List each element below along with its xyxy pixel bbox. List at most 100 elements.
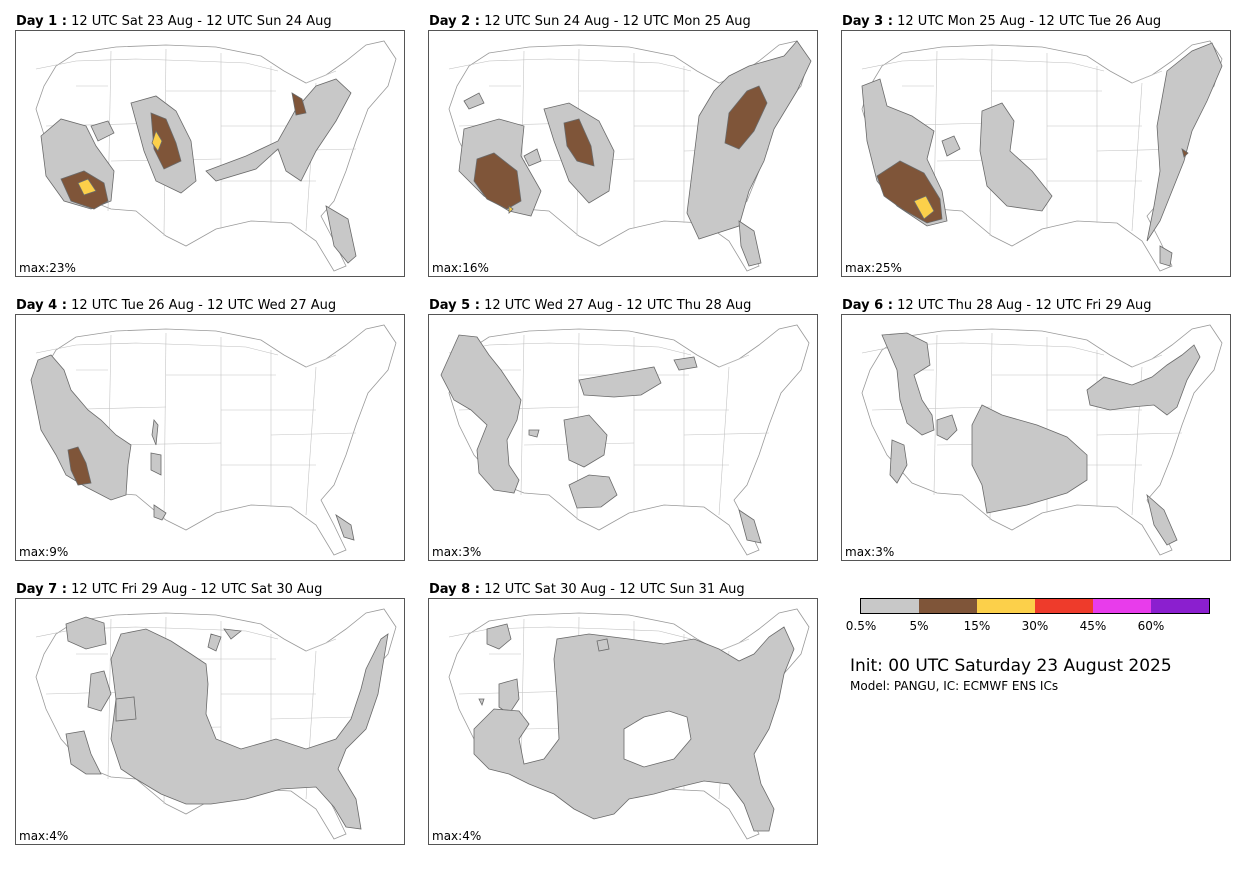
probability-region-gray: [90, 120, 115, 142]
panel-title: Day 7 : 12 UTC Fri 29 Aug - 12 UTC Sat 3…: [16, 582, 322, 598]
probability-region-gray: [971, 404, 1088, 514]
panel-day-2: Day 2 : 12 UTC Sun 24 Aug - 12 UTC Mon 2…: [428, 14, 818, 284]
country-border: [861, 58, 1163, 84]
colorbar-tick: 60%: [1137, 619, 1165, 633]
probability-region-brown: [291, 92, 307, 116]
map-svg: [861, 324, 1223, 556]
probability-region-gray: [115, 696, 137, 722]
probability-region-gray: [563, 414, 608, 468]
map-day-5: max:3%: [428, 314, 818, 561]
model-info-text: Model: PANGU, IC: ECMWF ENS ICs: [850, 679, 1059, 693]
country-border: [448, 626, 750, 652]
colorbar-swatch: [1035, 599, 1093, 613]
probability-region-brown: [473, 152, 522, 210]
probability-region-gray: [738, 220, 762, 267]
probability-region-gray: [153, 504, 167, 521]
colorbar-swatch: [919, 599, 977, 613]
colorbar-swatch: [1093, 599, 1151, 613]
panel-title: Day 8 : 12 UTC Sat 30 Aug - 12 UTC Sun 3…: [429, 582, 745, 598]
map-svg: [861, 40, 1223, 272]
map-day-3: max:25%: [841, 30, 1231, 277]
max-label: max:9%: [19, 545, 69, 559]
state-border: [305, 366, 317, 516]
map-layer: [440, 324, 810, 556]
colorbar-tick: 30%: [1021, 619, 1049, 633]
period-label: 12 UTC Sat 30 Aug - 12 UTC Sun 31 Aug: [484, 582, 745, 597]
period-label: 12 UTC Mon 25 Aug - 12 UTC Tue 26 Aug: [897, 14, 1162, 29]
probability-region-yellow: [913, 195, 935, 220]
period-label: 12 UTC Thu 28 Aug - 12 UTC Fri 29 Aug: [897, 298, 1152, 313]
probability-region-gray: [151, 419, 159, 446]
day-label: Day 5 :: [429, 298, 480, 313]
panel-title: Day 4 : 12 UTC Tue 26 Aug - 12 UTC Wed 2…: [16, 298, 336, 314]
panel-title: Day 2 : 12 UTC Sun 24 Aug - 12 UTC Mon 2…: [429, 14, 751, 30]
probability-region-gray: [686, 40, 812, 240]
probability-region-yellow: [77, 178, 97, 196]
map-day-7: max:4%: [15, 598, 405, 845]
probability-region-brown: [1181, 148, 1189, 158]
probability-region-gray: [1086, 344, 1201, 416]
colorbar-tick: 0.5%: [845, 619, 877, 633]
us-outline: [448, 324, 810, 556]
panel-day-4: Day 4 : 12 UTC Tue 26 Aug - 12 UTC Wed 2…: [15, 298, 405, 568]
day-label: Day 2 :: [429, 14, 480, 29]
max-label: max:4%: [432, 829, 482, 843]
probability-region-yellow: [508, 205, 514, 214]
probability-region-yellow: [151, 130, 163, 152]
max-label: max:4%: [19, 829, 69, 843]
probability-region-gray: [979, 102, 1053, 212]
max-label: max:3%: [845, 545, 895, 559]
period-label: 12 UTC Wed 27 Aug - 12 UTC Thu 28 Aug: [484, 298, 752, 313]
map-day-4: max:9%: [15, 314, 405, 561]
probability-region-gray: [1159, 245, 1173, 267]
probability-region-gray: [498, 678, 520, 715]
probability-region-gray: [596, 638, 610, 652]
map-layer: [448, 40, 812, 272]
map-layer: [448, 608, 810, 840]
map-svg: [448, 608, 810, 840]
max-label: max:3%: [432, 545, 482, 559]
day-label: Day 3 :: [842, 14, 893, 29]
probability-region-gray: [65, 730, 102, 775]
map-layer: [35, 608, 397, 840]
map-layer: [30, 324, 397, 556]
map-svg: [35, 40, 397, 272]
probability-region-gray: [941, 135, 961, 157]
probability-region-gray: [889, 439, 908, 484]
probability-region-brown: [563, 118, 595, 167]
map-svg: [440, 324, 810, 556]
map-layer: [861, 324, 1223, 556]
colorbar-swatch: [1151, 599, 1209, 613]
panel-day-6: Day 6 : 12 UTC Thu 28 Aug - 12 UTC Fri 2…: [841, 298, 1231, 568]
probability-region-gray: [1146, 493, 1178, 546]
colorbar-tick: 5%: [909, 619, 929, 633]
state-border: [107, 618, 112, 780]
state-border: [520, 334, 525, 496]
map-day-6: max:3%: [841, 314, 1231, 561]
probability-region-gray: [150, 452, 162, 476]
state-border: [683, 432, 770, 436]
probability-region-gray: [528, 429, 540, 438]
probability-region-gray: [1146, 42, 1223, 242]
probability-region-gray: [325, 205, 357, 264]
probability-hole: [623, 710, 692, 768]
probability-region-gray: [207, 633, 222, 652]
panel-title: Day 6 : 12 UTC Thu 28 Aug - 12 UTC Fri 2…: [842, 298, 1151, 314]
probability-region-gray: [110, 628, 389, 830]
probability-region-brown: [724, 85, 768, 150]
map-svg: [35, 608, 397, 840]
probability-region-brown: [67, 446, 92, 486]
colorbar-legend: 0.5% 5% 15% 30% 45% 60%: [845, 598, 1225, 638]
period-label: 12 UTC Tue 26 Aug - 12 UTC Wed 27 Aug: [71, 298, 337, 313]
day-label: Day 1 :: [16, 14, 67, 29]
state-border: [163, 332, 167, 521]
colorbar: [860, 598, 1210, 614]
colorbar-tick: 45%: [1079, 619, 1107, 633]
panel-day-1: Day 1 : 12 UTC Sat 23 Aug - 12 UTC Sun 2…: [15, 14, 405, 284]
day-label: Day 6 :: [842, 298, 893, 313]
map-svg: [30, 324, 397, 556]
map-day-8: max:4%: [428, 598, 818, 845]
country-border: [35, 58, 337, 84]
probability-region-gray: [87, 670, 112, 712]
map-layer: [861, 40, 1223, 272]
